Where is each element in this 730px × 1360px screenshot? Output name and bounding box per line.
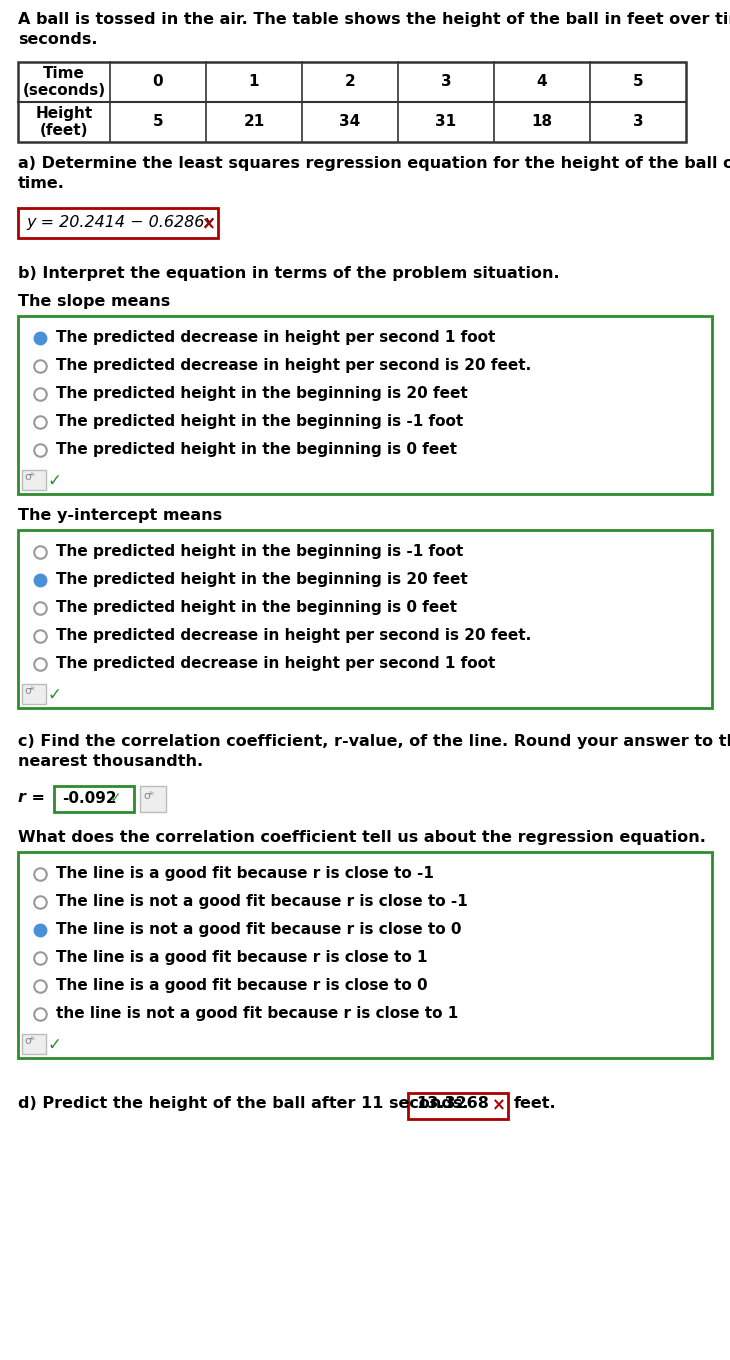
Text: σᵏ: σᵏ: [24, 685, 36, 696]
Text: 0: 0: [153, 75, 164, 90]
Text: ×: ×: [202, 215, 216, 233]
Text: σᵏ: σᵏ: [24, 472, 36, 481]
Text: The predicted decrease in height per second 1 foot: The predicted decrease in height per sec…: [56, 330, 496, 345]
Text: ✓: ✓: [48, 685, 62, 704]
Text: 2: 2: [345, 75, 356, 90]
Text: The predicted height in the beginning is 0 feet: The predicted height in the beginning is…: [56, 600, 457, 615]
Text: d) Predict the height of the ball after 11 seconds.: d) Predict the height of the ball after …: [18, 1096, 469, 1111]
Text: 1: 1: [249, 75, 259, 90]
Text: 21: 21: [243, 114, 264, 129]
FancyBboxPatch shape: [22, 1034, 46, 1054]
FancyBboxPatch shape: [408, 1093, 508, 1119]
Text: a) Determine the least squares regression equation for the height of the ball ov: a) Determine the least squares regressio…: [18, 156, 730, 171]
Text: The predicted decrease in height per second is 20 feet.: The predicted decrease in height per sec…: [56, 358, 531, 373]
Text: The line is a good fit because r is close to 1: The line is a good fit because r is clos…: [56, 951, 428, 966]
Text: 13.3268: 13.3268: [416, 1096, 489, 1111]
Text: ✓: ✓: [48, 472, 62, 490]
FancyBboxPatch shape: [140, 786, 166, 812]
Text: What does the correlation coefficient tell us about the regression equation.: What does the correlation coefficient te…: [18, 830, 706, 845]
Text: Time
(seconds): Time (seconds): [23, 65, 106, 98]
Text: The y-intercept means: The y-intercept means: [18, 509, 222, 524]
Text: The predicted decrease in height per second 1 foot: The predicted decrease in height per sec…: [56, 656, 496, 670]
Text: The predicted height in the beginning is 0 feet: The predicted height in the beginning is…: [56, 442, 457, 457]
Text: ×: ×: [492, 1096, 506, 1114]
Text: the line is not a good fit because r is close to 1: the line is not a good fit because r is …: [56, 1006, 458, 1021]
Text: seconds.: seconds.: [18, 33, 98, 48]
FancyBboxPatch shape: [18, 63, 686, 141]
Text: c) Find the correlation coefficient, r-value, of the line. Round your answer to : c) Find the correlation coefficient, r-v…: [18, 734, 730, 749]
Text: 5: 5: [153, 114, 164, 129]
Text: 18: 18: [531, 114, 553, 129]
Text: ✓: ✓: [110, 792, 122, 805]
Text: The predicted decrease in height per second is 20 feet.: The predicted decrease in height per sec…: [56, 628, 531, 643]
FancyBboxPatch shape: [18, 208, 218, 238]
Text: The line is a good fit because r is close to -1: The line is a good fit because r is clos…: [56, 866, 434, 881]
FancyBboxPatch shape: [54, 786, 134, 812]
Text: 4: 4: [537, 75, 548, 90]
Text: feet.: feet.: [514, 1096, 556, 1111]
Text: The predicted height in the beginning is 20 feet: The predicted height in the beginning is…: [56, 573, 468, 588]
Text: The line is a good fit because r is close to 0: The line is a good fit because r is clos…: [56, 978, 428, 993]
Text: time.: time.: [18, 175, 65, 190]
Text: The line is not a good fit because r is close to -1: The line is not a good fit because r is …: [56, 894, 468, 908]
Text: The predicted height in the beginning is 20 feet: The predicted height in the beginning is…: [56, 386, 468, 401]
Text: Height
(feet): Height (feet): [35, 106, 93, 139]
Text: The line is not a good fit because r is close to 0: The line is not a good fit because r is …: [56, 922, 461, 937]
FancyBboxPatch shape: [22, 471, 46, 490]
Text: 3: 3: [633, 114, 643, 129]
Text: σᵏ: σᵏ: [143, 792, 155, 801]
Text: The predicted height in the beginning is -1 foot: The predicted height in the beginning is…: [56, 544, 464, 559]
FancyBboxPatch shape: [18, 530, 712, 709]
Text: -0.092: -0.092: [62, 792, 117, 806]
Text: ✓: ✓: [48, 1036, 62, 1054]
Text: σᵏ: σᵏ: [24, 1036, 36, 1046]
FancyBboxPatch shape: [18, 316, 712, 494]
Text: 34: 34: [339, 114, 361, 129]
Text: 31: 31: [435, 114, 456, 129]
FancyBboxPatch shape: [18, 851, 712, 1058]
Text: 3: 3: [441, 75, 451, 90]
Text: 5: 5: [633, 75, 643, 90]
Text: The slope means: The slope means: [18, 294, 170, 309]
Text: The predicted height in the beginning is -1 foot: The predicted height in the beginning is…: [56, 413, 464, 428]
FancyBboxPatch shape: [22, 684, 46, 704]
Text: r =: r =: [18, 790, 45, 805]
Text: y = 20.2414 − 0.6286x: y = 20.2414 − 0.6286x: [26, 215, 214, 230]
Text: nearest thousandth.: nearest thousandth.: [18, 753, 203, 768]
Text: A ball is tossed in the air. The table shows the height of the ball in feet over: A ball is tossed in the air. The table s…: [18, 12, 730, 27]
Text: b) Interpret the equation in terms of the problem situation.: b) Interpret the equation in terms of th…: [18, 267, 560, 282]
